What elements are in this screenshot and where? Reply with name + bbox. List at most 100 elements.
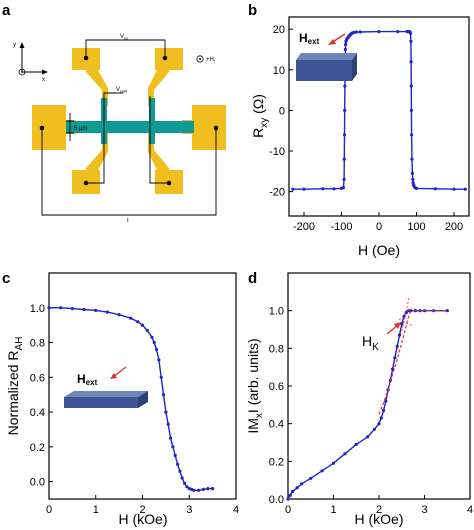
- panel-c-data-point: [185, 485, 189, 489]
- panel-d-y-tick-label: 1.0: [269, 306, 284, 318]
- panel-d-y-axis-label: IMxI (arb. units): [245, 338, 265, 433]
- panel-c-y-tick-label: 1.0: [30, 303, 45, 315]
- panel-b-x-tick-label: -200: [293, 221, 315, 233]
- panel-d-series-line-1: [378, 310, 448, 415]
- vxx-label: Vxx: [120, 34, 128, 41]
- panel-label-d: d: [248, 270, 257, 287]
- panel-b-data-point: [342, 157, 346, 161]
- panel-c-data-point: [154, 347, 159, 352]
- panel-d-data-point: [391, 367, 395, 371]
- axis-label-y: y: [13, 42, 16, 48]
- panel-b-y-tick-label: 0: [279, 105, 285, 117]
- panel-d-plot-frame: [287, 272, 471, 500]
- panel-label-a: a: [2, 2, 11, 19]
- panel-b-data-point: [342, 133, 347, 137]
- panel-d-data-point: [400, 322, 404, 326]
- panel-d-x-tick-label: 3: [421, 504, 427, 516]
- panel-d-data-point: [291, 489, 295, 494]
- coordinate-axes: y x: [13, 42, 48, 83]
- panel-c-x-tick-label: 0: [46, 504, 52, 516]
- panel-d-magnetization-chart: 0 1 2 3 4 0.0 0.2 0.4 0.6 0.8 1.0 H (kOe) IMxI (ar…: [245, 272, 473, 527]
- panel-b-film-inset: Hext: [296, 31, 357, 81]
- panel-d-y-tick-label: 0.6: [269, 381, 284, 393]
- panel-d-data-point: [445, 309, 449, 313]
- panel-d-data-point: [382, 408, 386, 413]
- field-label: +Ht: [206, 57, 216, 64]
- panel-d-data-point: [395, 344, 399, 348]
- panel-d-data-point: [377, 422, 381, 426]
- panel-d-data-point: [404, 310, 408, 315]
- panel-b-data-point: [409, 108, 413, 112]
- panel-b-data-point: [343, 108, 347, 112]
- channel-width-label: 5 μm: [74, 126, 87, 132]
- panel-c-data-point: [157, 358, 161, 362]
- panel-c-data-point: [164, 410, 168, 414]
- panel-c-data-point: [169, 436, 173, 440]
- device-schematic: y x +Ht: [13, 34, 226, 224]
- panel-c-y-tick-label: 0.6: [30, 372, 45, 384]
- panel-b-data-point: [410, 157, 414, 161]
- panel-b-data-point: [291, 187, 295, 191]
- panel-c-y-axis-label: Normalized RAH: [5, 337, 25, 436]
- panel-d-data-point: [393, 356, 397, 360]
- panel-b-x-tick-label: -100: [330, 221, 352, 233]
- panel-d-x-tick-label: 4: [467, 504, 473, 516]
- panel-d-x-tick-label: 0: [285, 504, 291, 516]
- panel-d-data-point: [295, 486, 299, 490]
- panel-c-plot-frame: [48, 272, 237, 500]
- panel-d-data-point: [366, 435, 370, 439]
- panel-b-plot-frame: [288, 16, 470, 217]
- panel-c-data-point: [178, 469, 182, 473]
- panel-label-b: b: [248, 2, 257, 19]
- panel-c-data-point: [150, 335, 154, 339]
- panel-d-data-point: [407, 309, 411, 313]
- panel-c-data-point: [171, 445, 175, 449]
- panel-d-data-point: [354, 442, 358, 446]
- panel-b-x-tick-label: 100: [407, 221, 425, 233]
- panel-b-data-point: [409, 60, 413, 64]
- panel-c-data-point: [140, 323, 145, 327]
- panel-c-data-point: [152, 340, 156, 345]
- panel-b-y-tick-label: 10: [273, 65, 285, 77]
- hall-bar-channel: [66, 98, 194, 144]
- panel-c-y-tick-label: 0.0: [30, 477, 45, 489]
- panel-d-y-tick-label: 0.8: [269, 343, 284, 355]
- panel-b-data-point: [410, 133, 414, 137]
- panel-c-data-point: [82, 307, 86, 312]
- panel-b-x-tick-label: 0: [376, 221, 382, 233]
- panel-d-y-tick-label: 0.2: [269, 456, 284, 468]
- panel-c-film-inset: Hext: [64, 366, 148, 408]
- panel-d-data-point: [288, 493, 292, 497]
- panel-d-data-point: [379, 416, 383, 420]
- panel-c-data-point: [70, 307, 74, 311]
- field-out-of-plane-symbol: +Ht: [196, 55, 216, 64]
- panel-c-data-point: [183, 481, 187, 485]
- panel-b-data-point: [344, 43, 348, 47]
- panel-d-data-point: [300, 482, 304, 486]
- panel-d-data-point: [343, 452, 347, 456]
- panel-b-hext-label: Hext: [299, 31, 320, 46]
- panel-b-data-point: [463, 187, 467, 191]
- panel-c-data-point: [94, 308, 98, 312]
- panel-b-data-point: [354, 30, 359, 34]
- panel-b-y-tick-label: 20: [273, 24, 285, 36]
- panel-c-data-point: [192, 488, 196, 492]
- panel-c-anomalous-hall-chart: 0 1 2 3 4 0.0 0.2 0.4 0.6 0.8 1.0 H (kOe) Normaliz…: [5, 272, 239, 527]
- current-label: I: [127, 218, 129, 224]
- panel-c-x-tick-label: 1: [93, 504, 99, 516]
- panel-d-data-point: [397, 333, 402, 337]
- panel-c-data-point: [211, 487, 215, 491]
- panel-b-data-point: [409, 84, 413, 88]
- panel-b-data-point: [396, 30, 400, 34]
- panel-c-data-point: [47, 306, 51, 310]
- axis-label-x: x: [42, 77, 45, 83]
- panel-b-data-point: [332, 187, 336, 191]
- panel-d-data-point: [331, 461, 336, 465]
- panel-b-data-point: [433, 187, 437, 191]
- panel-c-data-point: [129, 316, 133, 320]
- panel-b-data-point: [321, 187, 325, 191]
- vhall-label: VHall: [116, 87, 127, 94]
- panel-c-x-tick-label: 3: [186, 504, 192, 516]
- panel-c-data-point: [136, 320, 140, 324]
